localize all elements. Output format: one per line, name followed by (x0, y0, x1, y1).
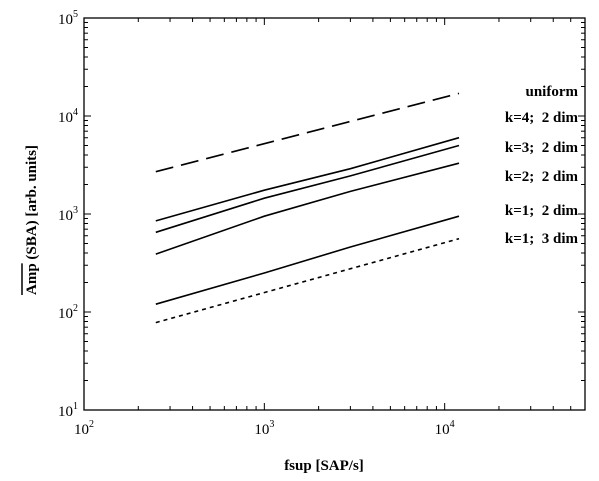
series-label-6: k=1; 3 dim (505, 231, 579, 247)
x-tick-label: 102 (74, 419, 94, 438)
series-label-4: k=2; 2 dim (505, 169, 579, 185)
series-label-1: uniform (526, 84, 579, 100)
series-label-2: k=4; 2 dim (505, 110, 579, 126)
series-line-6 (155, 237, 460, 324)
series-line-4 (155, 162, 460, 255)
series-line-1 (155, 92, 460, 173)
y-tick-label: 103 (58, 205, 78, 224)
y-axis-label-text: Amp (SBA) [arb. units] (24, 145, 40, 295)
series-line-2 (155, 136, 460, 222)
series-lines (155, 92, 460, 324)
y-tick-label: 102 (58, 303, 78, 322)
y-tick-label: 105 (58, 9, 78, 28)
series-labels: uniform k=4; 2 dim k=3; 2 dim k=2; 2 dim k=1… (505, 84, 579, 247)
x-tick-label: 103 (254, 419, 274, 438)
x-tick-label: 104 (435, 419, 455, 438)
series-line-3 (155, 144, 460, 234)
y-axis-ticks: 101 102 103 104 105 (58, 9, 585, 420)
y-tick-label: 101 (58, 401, 78, 420)
series-label-5: k=1; 2 dim (505, 203, 579, 219)
x-axis-ticks: 102 103 104 (74, 18, 586, 438)
series-line-5 (155, 215, 460, 305)
y-tick-label: 104 (58, 107, 78, 126)
y-axis-label: Amp (SBA) [arb. units] (21, 145, 40, 296)
series-label-3: k=3; 2 dim (505, 140, 579, 156)
x-axis-label: fsup [SAP/s] (284, 458, 364, 474)
